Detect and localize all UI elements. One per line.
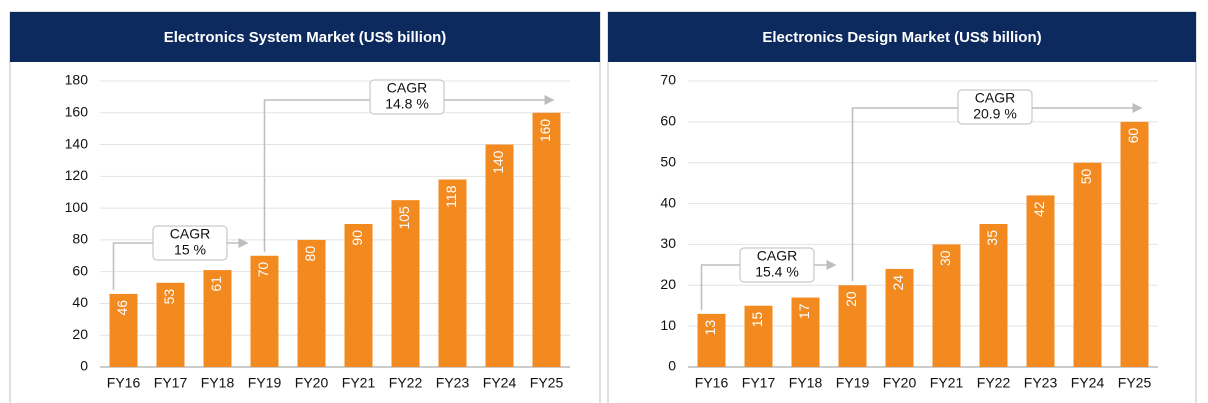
y-tick-label: 30: [660, 235, 676, 251]
panel-header: [608, 12, 1196, 62]
bar: [697, 313, 726, 367]
bar: [250, 255, 279, 367]
data-label: 160: [537, 119, 553, 143]
bar: [932, 244, 961, 367]
x-tick-label: FY16: [107, 375, 141, 391]
x-tick-label: FY18: [789, 375, 823, 391]
x-tick-label: FY20: [295, 375, 329, 391]
x-tick-label: FY24: [1071, 375, 1105, 391]
cagr-text: 15.4 %: [755, 264, 799, 280]
data-label: 70: [255, 262, 271, 278]
bar: [485, 144, 514, 367]
x-tick-label: FY23: [436, 375, 470, 391]
data-label: 61: [208, 276, 224, 292]
x-tick-label: FY22: [977, 375, 1011, 391]
y-tick-label: 40: [72, 294, 88, 310]
bar: [532, 112, 561, 368]
data-label: 46: [114, 300, 130, 316]
bar: [391, 200, 420, 367]
cagr-text: 14.8 %: [385, 96, 429, 112]
x-tick-label: FY18: [201, 375, 235, 391]
x-tick-label: FY20: [883, 375, 917, 391]
y-tick-label: 40: [660, 194, 676, 210]
bar: [344, 224, 373, 367]
bar: [979, 224, 1008, 367]
y-tick-label: 60: [72, 262, 88, 278]
y-tick-label: 0: [668, 358, 676, 374]
chart-title: Electronics System Market (US$ billion): [164, 29, 447, 46]
bar: [109, 293, 138, 367]
cagr-arrow: [851, 103, 1143, 282]
data-label: 118: [443, 185, 459, 208]
data-label: 80: [302, 246, 318, 262]
data-label: 30: [937, 250, 953, 266]
y-tick-label: 70: [660, 72, 676, 88]
data-label: 35: [984, 230, 1000, 246]
y-tick-label: 180: [65, 72, 89, 88]
x-tick-label: FY16: [695, 375, 729, 391]
y-tick-label: 120: [65, 167, 89, 183]
data-label: 42: [1031, 201, 1047, 217]
x-tick-label: FY24: [483, 375, 517, 391]
cagr-text: 20.9 %: [973, 106, 1017, 122]
y-tick-label: 100: [65, 199, 89, 215]
bar: [156, 282, 185, 367]
bar: [744, 305, 773, 367]
y-tick-label: 140: [65, 135, 89, 151]
data-label: 50: [1078, 169, 1094, 185]
y-tick-label: 60: [660, 113, 676, 129]
cagr-arrow: [263, 95, 555, 252]
data-label: 105: [396, 206, 412, 230]
cagr-box: [739, 247, 815, 283]
y-tick-label: 160: [65, 103, 89, 119]
x-tick-label: FY19: [836, 375, 870, 391]
cagr-text: CAGR: [757, 248, 797, 264]
cagr-text: CAGR: [975, 90, 1015, 106]
data-label: 15: [749, 312, 765, 328]
panel-header: [10, 12, 600, 62]
cagr-box: [152, 225, 228, 261]
bar: [791, 297, 820, 367]
bar: [885, 268, 914, 367]
x-tick-label: FY21: [342, 375, 376, 391]
x-tick-label: FY23: [1024, 375, 1058, 391]
cagr-box: [369, 79, 445, 115]
data-label: 24: [890, 275, 906, 291]
data-label: 53: [161, 289, 177, 305]
x-tick-label: FY21: [930, 375, 964, 391]
data-label: 90: [349, 230, 365, 246]
cagr-text: CAGR: [387, 80, 427, 96]
x-tick-label: FY25: [1118, 375, 1152, 391]
data-label: 17: [796, 303, 812, 319]
cagr-text: 15 %: [174, 242, 206, 258]
cagr-box: [957, 89, 1033, 125]
y-tick-label: 20: [72, 326, 88, 342]
bar: [203, 270, 232, 367]
y-tick-label: 20: [660, 276, 676, 292]
x-tick-label: FY17: [742, 375, 776, 391]
x-tick-label: FY17: [154, 375, 188, 391]
x-tick-label: FY25: [530, 375, 564, 391]
data-label: 140: [490, 150, 506, 174]
y-tick-label: 0: [80, 358, 88, 374]
chart-title: Electronics Design Market (US$ billion): [762, 29, 1041, 46]
bar: [297, 239, 326, 367]
y-tick-label: 10: [660, 317, 676, 333]
bar: [438, 179, 467, 367]
y-tick-label: 50: [660, 153, 676, 169]
bar: [1120, 121, 1149, 367]
bar: [1026, 195, 1055, 367]
data-label: 20: [843, 291, 859, 307]
bar: [838, 285, 867, 367]
cagr-text: CAGR: [170, 226, 210, 242]
data-label: 13: [702, 320, 718, 336]
bar: [1073, 162, 1102, 367]
data-label: 60: [1125, 128, 1141, 144]
x-tick-label: FY22: [389, 375, 423, 391]
y-tick-label: 80: [72, 231, 88, 247]
x-tick-label: FY19: [248, 375, 282, 391]
